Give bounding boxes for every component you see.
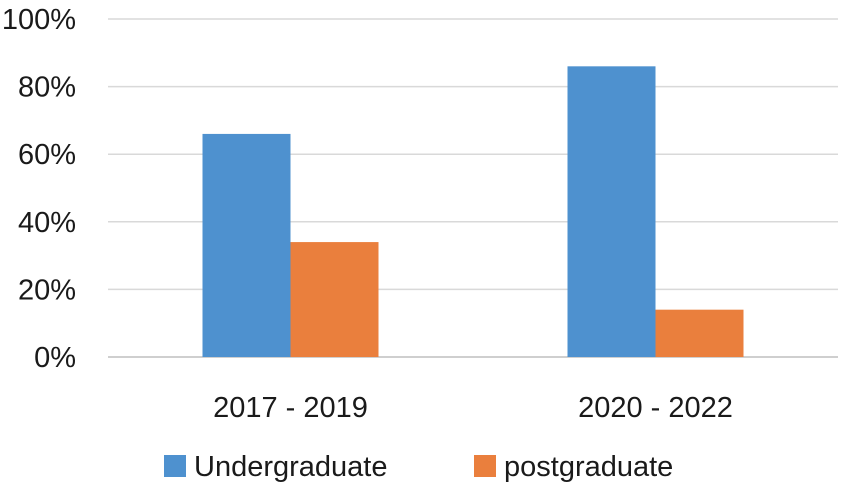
y-axis-ticks: 0% 20% 40% 60% 80% 100%	[2, 4, 76, 374]
legend-label-postgraduate: postgraduate	[504, 451, 673, 483]
y-tick-label: 60%	[18, 139, 76, 171]
x-axis-ticks: 2017 - 2019 2020 - 2022	[213, 392, 733, 424]
bars	[202, 66, 744, 357]
y-tick-label: 80%	[18, 72, 76, 104]
x-tick-label: 2020 - 2022	[578, 392, 733, 424]
y-tick-label: 40%	[18, 207, 76, 239]
legend-swatch-postgraduate	[474, 455, 496, 477]
x-tick-label: 2017 - 2019	[213, 392, 368, 424]
bar-postgraduate-1	[655, 309, 744, 357]
y-tick-label: 20%	[18, 274, 76, 306]
legend: Undergraduate postgraduate	[164, 451, 673, 483]
bar-undergraduate-1	[567, 66, 656, 357]
legend-label-undergraduate: Undergraduate	[194, 451, 387, 483]
bar-postgraduate-0	[290, 242, 379, 357]
y-tick-label: 0%	[34, 342, 76, 374]
legend-swatch-undergraduate	[164, 455, 186, 477]
y-tick-label: 100%	[2, 4, 76, 36]
bar-undergraduate-0	[202, 133, 291, 357]
